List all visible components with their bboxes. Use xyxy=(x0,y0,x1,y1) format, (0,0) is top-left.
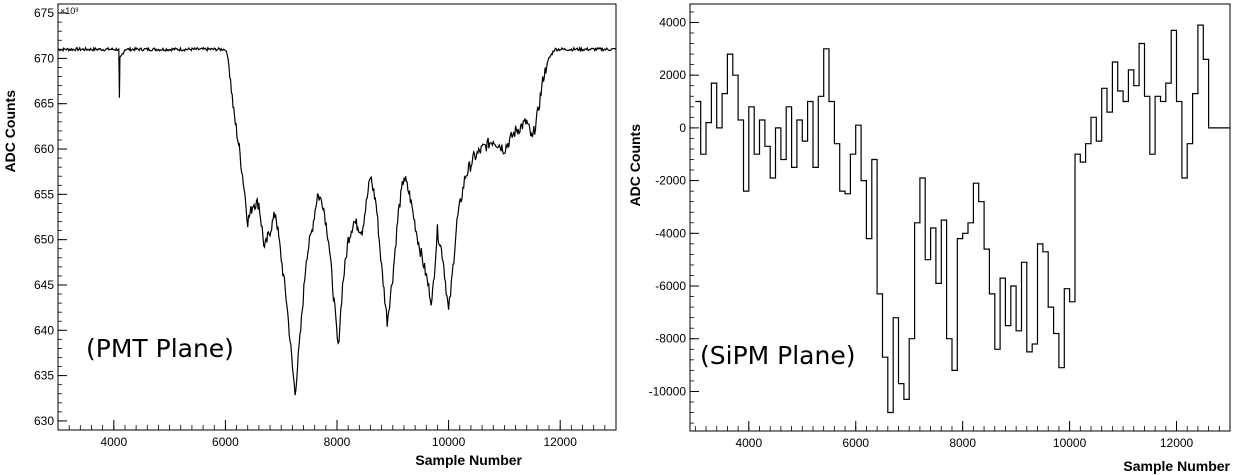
pmt-y-tick-label: 665 xyxy=(34,97,54,111)
sipm-y-tick-label: 0 xyxy=(679,121,686,135)
pmt-x-axis: 4000 6000 8000 10000 12000 xyxy=(57,420,617,449)
sipm-x-axis-title: Sample Number xyxy=(1123,458,1230,474)
sipm-y-tick-label: -4000 xyxy=(655,226,686,240)
sipm-plot-frame xyxy=(689,3,1231,432)
sipm-y-tick-label: 2000 xyxy=(659,68,686,82)
sipm-x-tick-label: 6000 xyxy=(842,436,869,450)
sipm-y-tick-label: -6000 xyxy=(655,279,686,293)
pmt-x-tick-label: 12000 xyxy=(544,435,578,449)
sipm-y-tick-label: -2000 xyxy=(655,174,686,188)
pmt-y-scale-label: ×10³ xyxy=(60,6,78,16)
sipm-y-tick-label: 4000 xyxy=(659,15,686,29)
pmt-y-tick-label: 655 xyxy=(34,187,54,201)
sipm-chart: -10000 -8000 -6000 -4000 -2000 0 2000 4000 4000… xyxy=(627,3,1231,474)
pmt-x-tick-label: 6000 xyxy=(212,435,239,449)
sipm-y-axis: -10000 -8000 -6000 -4000 -2000 0 2000 4000 xyxy=(649,11,699,424)
sipm-x-tick-label: 8000 xyxy=(949,436,976,450)
sipm-plane-annotation: (SiPM Plane) xyxy=(700,341,855,370)
pmt-y-axis-title: ADC Counts xyxy=(2,90,18,173)
pmt-plane-annotation: (PMT Plane) xyxy=(86,334,234,363)
pmt-x-tick-label: 8000 xyxy=(324,435,351,449)
pmt-y-tick-label: 675 xyxy=(34,6,54,20)
pmt-y-tick-label: 640 xyxy=(34,323,54,337)
sipm-x-tick-label: 10000 xyxy=(1053,436,1087,450)
pmt-plot-frame xyxy=(57,3,617,431)
sipm-y-axis-title: ADC Counts xyxy=(627,124,643,207)
sipm-x-tick-label: 12000 xyxy=(1160,436,1194,450)
pmt-y-tick-label: 630 xyxy=(34,414,54,428)
pmt-series-line xyxy=(57,45,617,396)
pmt-x-axis-title: Sample Number xyxy=(415,452,522,468)
pmt-y-tick-label: 660 xyxy=(34,142,54,156)
sipm-y-tick-label: -10000 xyxy=(649,384,687,398)
pmt-x-tick-label: 4000 xyxy=(100,435,127,449)
sipm-y-tick-label: -8000 xyxy=(655,332,686,346)
pmt-y-tick-label: 670 xyxy=(34,51,54,65)
sipm-x-axis: 4000 6000 8000 10000 12000 xyxy=(694,421,1231,450)
pmt-y-tick-label: 650 xyxy=(34,233,54,247)
pmt-x-tick-label: 10000 xyxy=(432,435,466,449)
sipm-x-tick-label: 4000 xyxy=(735,436,762,450)
pmt-chart: 630 635 640 645 650 655 660 665 670 675 4000 6000 8… xyxy=(2,3,617,468)
pmt-y-axis: 630 635 640 645 650 655 660 665 670 675 xyxy=(34,3,67,431)
pmt-y-tick-label: 645 xyxy=(34,278,54,292)
pmt-y-tick-label: 635 xyxy=(34,369,54,383)
sipm-series-line xyxy=(695,24,1230,414)
